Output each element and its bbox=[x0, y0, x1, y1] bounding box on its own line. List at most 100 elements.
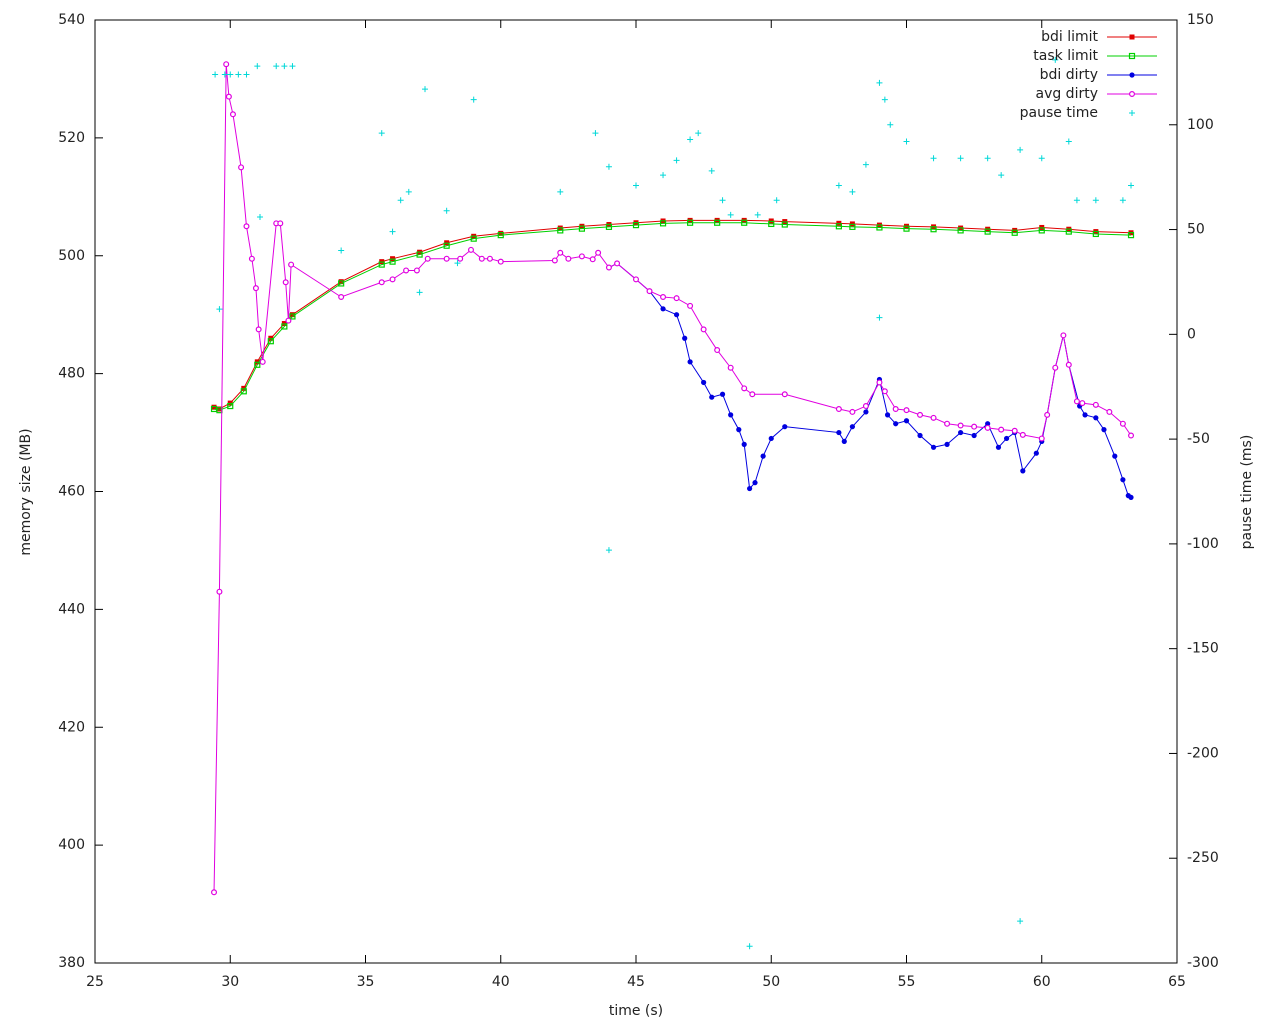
point bbox=[849, 223, 856, 230]
legend-marker bbox=[1128, 90, 1135, 97]
point bbox=[338, 294, 345, 301]
point bbox=[389, 276, 396, 283]
point bbox=[781, 221, 788, 228]
point bbox=[741, 385, 748, 392]
point bbox=[1020, 468, 1026, 474]
point bbox=[835, 223, 842, 230]
point bbox=[1019, 431, 1026, 438]
point bbox=[227, 402, 234, 410]
point bbox=[243, 71, 250, 78]
point bbox=[749, 391, 756, 398]
point bbox=[273, 63, 280, 70]
legend-label: bdi limit bbox=[1041, 29, 1098, 45]
point bbox=[282, 279, 289, 286]
point bbox=[551, 257, 558, 264]
point bbox=[498, 230, 504, 236]
y-tick-label: 420 bbox=[58, 719, 85, 735]
point bbox=[682, 335, 688, 341]
point bbox=[887, 121, 894, 128]
point bbox=[1119, 420, 1126, 427]
point bbox=[1082, 412, 1088, 418]
point bbox=[416, 289, 423, 296]
point bbox=[1073, 197, 1080, 204]
point bbox=[277, 220, 284, 227]
point bbox=[760, 453, 766, 459]
point bbox=[903, 407, 910, 414]
point bbox=[884, 412, 891, 418]
point bbox=[773, 197, 780, 204]
point bbox=[255, 326, 262, 333]
point bbox=[727, 211, 734, 218]
point bbox=[719, 197, 726, 204]
legend-label: task limit bbox=[1033, 48, 1098, 64]
point bbox=[958, 429, 964, 436]
point bbox=[1092, 401, 1099, 408]
point bbox=[862, 403, 869, 410]
point bbox=[876, 79, 883, 86]
legend-marker bbox=[1129, 34, 1135, 40]
legend-marker bbox=[1129, 110, 1135, 116]
point bbox=[1065, 138, 1072, 145]
point bbox=[687, 302, 694, 309]
point bbox=[227, 71, 234, 78]
point bbox=[443, 255, 450, 262]
legend-label: pause time bbox=[1020, 105, 1098, 121]
point bbox=[709, 394, 715, 400]
point bbox=[1092, 230, 1099, 238]
point bbox=[589, 256, 596, 263]
point bbox=[876, 314, 883, 321]
point bbox=[660, 294, 667, 301]
point bbox=[1011, 229, 1018, 236]
point bbox=[378, 279, 385, 286]
point bbox=[285, 317, 292, 324]
point bbox=[917, 411, 924, 418]
point bbox=[614, 260, 621, 267]
point bbox=[903, 138, 910, 145]
point bbox=[416, 251, 423, 258]
point bbox=[338, 280, 345, 287]
point bbox=[497, 232, 504, 239]
legend-marker bbox=[1129, 72, 1135, 78]
legend-label: bdi dirty bbox=[1040, 67, 1098, 83]
point bbox=[736, 427, 742, 433]
point bbox=[578, 253, 585, 260]
point bbox=[876, 224, 883, 231]
point bbox=[497, 258, 504, 265]
y2-tick-label: -100 bbox=[1187, 536, 1219, 552]
legend-marker bbox=[1128, 52, 1136, 60]
x-tick-label: 45 bbox=[627, 974, 645, 990]
y2-tick-label: 50 bbox=[1187, 222, 1205, 238]
point bbox=[557, 249, 564, 256]
point bbox=[673, 312, 680, 318]
point bbox=[998, 172, 1005, 179]
point bbox=[1033, 450, 1039, 456]
point bbox=[701, 379, 707, 386]
y-axis-label: memory size (MB) bbox=[18, 428, 34, 555]
point bbox=[714, 219, 721, 226]
x-tick-label: 40 bbox=[492, 974, 510, 990]
point bbox=[849, 188, 856, 195]
y-tick-label: 460 bbox=[58, 484, 85, 500]
point bbox=[1128, 494, 1134, 500]
point bbox=[557, 188, 564, 195]
point bbox=[881, 388, 888, 395]
point bbox=[841, 438, 847, 445]
point bbox=[578, 225, 586, 232]
point bbox=[728, 412, 734, 418]
point bbox=[660, 172, 667, 179]
y2-tick-label: 150 bbox=[1187, 12, 1214, 28]
point bbox=[470, 96, 477, 103]
x-tick-label: 60 bbox=[1033, 974, 1051, 990]
point bbox=[930, 414, 937, 421]
x-tick-label: 35 bbox=[357, 974, 375, 990]
point bbox=[338, 279, 344, 285]
y-tick-label: 400 bbox=[58, 837, 85, 853]
point bbox=[289, 63, 296, 70]
point bbox=[238, 164, 245, 171]
series-line bbox=[213, 219, 1132, 410]
point bbox=[281, 323, 288, 330]
legend-label: avg dirty bbox=[1035, 86, 1098, 102]
series-line bbox=[213, 64, 1132, 893]
y2-axis-label: pause time (ms) bbox=[1239, 435, 1255, 550]
